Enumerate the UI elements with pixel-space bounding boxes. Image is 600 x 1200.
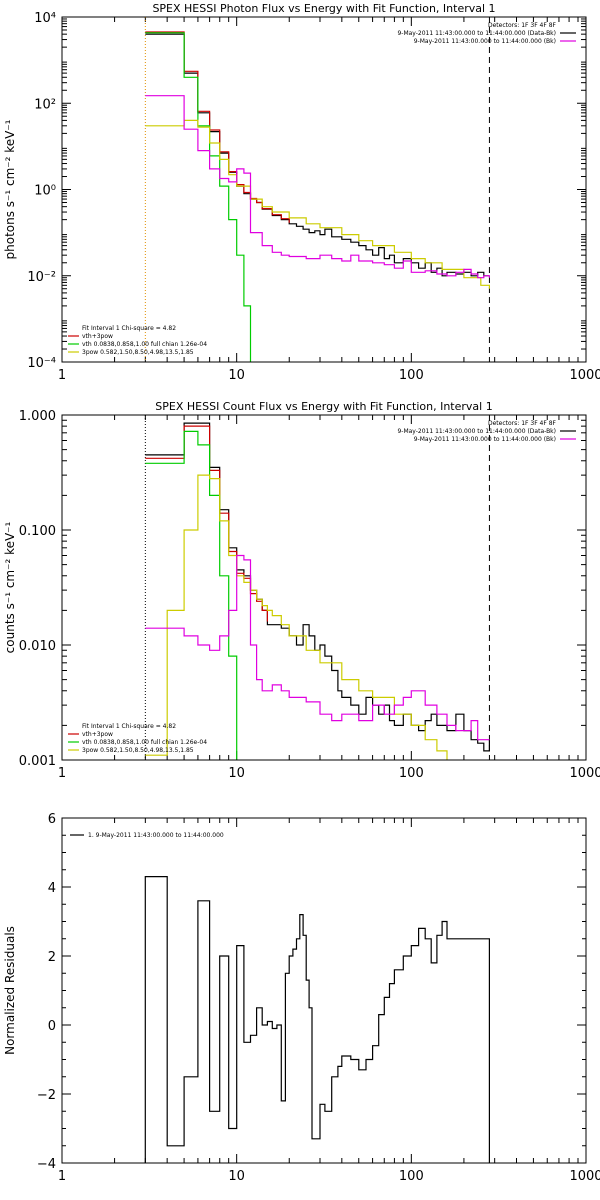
- legend-bottom-left-text: Fit Interval 1 Chi-square = 4.82: [82, 325, 176, 332]
- legend-top-right-text: Detectors: 1F 3F 4F 8F: [488, 22, 557, 29]
- legend-top-right-text: 9-May-2011 11:43:00.000 to 11:44:00.000 …: [397, 30, 556, 37]
- series-line-4: [145, 95, 490, 279]
- photon-flux-chart: SPEX HESSI Photon Flux vs Energy with Fi…: [3, 2, 600, 383]
- legend-top-left-text: 1. 9-May-2011 11:43:00.000 to 11:44:00.0…: [88, 832, 224, 839]
- y-tick-label: 10²: [34, 97, 56, 112]
- residuals-chart: Normalized Residuals 1 10 100 1000 −4 −2 0 2 4 6 1.…: [3, 812, 600, 1184]
- series-line-2: [145, 430, 238, 760]
- y-tick-label: 0.010: [19, 639, 56, 654]
- y-tick-label: 1.000: [19, 409, 56, 424]
- x-tick-label: 100: [399, 766, 424, 781]
- legend-bottom-left-text: vth 0.0838,0.858,1.00 full chian 1.26e-0…: [82, 341, 207, 348]
- series-line-0: [145, 422, 490, 752]
- legend-top-right-text: 9-May-2011 11:43:00.000 to 11:44:00.000 …: [414, 38, 556, 45]
- y-tick-label: 0.100: [19, 524, 56, 539]
- y-axis-label: photons s⁻¹ cm⁻² keV⁻¹: [3, 119, 17, 259]
- series-line-4: [145, 554, 490, 741]
- y-tick-label: 2: [48, 950, 56, 965]
- x-tick-label: 10: [228, 1169, 245, 1184]
- plot-frame: [61, 16, 587, 363]
- legend-top-right-text: 9-May-2011 11:43:00.000 to 11:44:00.000 …: [414, 436, 556, 443]
- plot-frame: [61, 817, 587, 1164]
- series-line-0: [145, 33, 490, 277]
- chart-title: SPEX HESSI Photon Flux vs Energy with Fi…: [152, 2, 495, 15]
- legend-bottom-left-text: vth+3pow: [82, 333, 113, 340]
- x-tick-label: 100: [399, 368, 424, 383]
- legend-bottom-left-text: vth+3pow: [82, 731, 113, 738]
- y-tick-label: 6: [48, 812, 56, 827]
- legend-bottom-left-text: vth 0.0838,0.858,1.00 full chian 1.26e-0…: [82, 739, 207, 746]
- y-tick-label: −2: [37, 1088, 56, 1103]
- series-line-1: [145, 425, 268, 622]
- legend-top-right-text: Detectors: 1F 3F 4F 8F: [488, 420, 557, 427]
- y-tick-label: 10⁰: [34, 184, 56, 199]
- legend-bottom-left-text: 3pow 0.582,1.50,8.50,4.98,13.5,1.85: [82, 349, 194, 356]
- series-line-3: [145, 474, 448, 760]
- x-tick-label: 10: [228, 368, 245, 383]
- x-tick-label: 10: [228, 766, 245, 781]
- x-tick-label: 1: [58, 1169, 66, 1184]
- y-tick-label: −4: [37, 1157, 56, 1172]
- series-line-2: [145, 32, 252, 362]
- y-tick-label: 10⁻⁴: [27, 356, 56, 371]
- series-group: [145, 422, 490, 760]
- series-line-0: [144, 876, 490, 1163]
- x-tick-label: 1000: [569, 766, 600, 781]
- legend-bottom-left-text: Fit Interval 1 Chi-square = 4.82: [82, 723, 176, 730]
- plot-frame: [61, 414, 587, 761]
- x-tick-label: 1000: [569, 368, 600, 383]
- series-group: [144, 876, 490, 1163]
- y-axis-label: counts s⁻¹ cm⁻² keV⁻¹: [3, 521, 17, 653]
- x-tick-label: 1: [58, 766, 66, 781]
- y-tick-label: 0.001: [19, 754, 56, 769]
- legend-bottom-left-text: 3pow 0.582,1.50,8.50,4.98,13.5,1.85: [82, 747, 194, 754]
- y-tick-label: 10⁴: [34, 11, 56, 26]
- chart-title: SPEX HESSI Count Flux vs Energy with Fit…: [155, 400, 492, 413]
- y-axis-label: Normalized Residuals: [3, 926, 17, 1055]
- x-tick-label: 1000: [569, 1169, 600, 1184]
- x-tick-label: 100: [399, 1169, 424, 1184]
- count-flux-chart: SPEX HESSI Count Flux vs Energy with Fit…: [3, 400, 600, 781]
- series-line-1: [145, 31, 290, 223]
- y-tick-label: 0: [48, 1019, 56, 1034]
- series-group: [145, 31, 490, 362]
- series-line-3: [145, 119, 490, 289]
- y-tick-label: 4: [48, 881, 56, 896]
- legend-top-right-text: 9-May-2011 11:43:00.000 to 11:44:00.000 …: [397, 428, 556, 435]
- y-tick-label: 10⁻²: [27, 270, 56, 285]
- x-tick-label: 1: [58, 368, 66, 383]
